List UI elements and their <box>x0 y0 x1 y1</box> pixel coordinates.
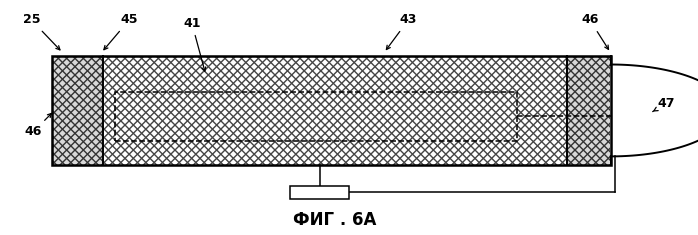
Bar <box>52 56 103 164</box>
Bar <box>567 56 611 164</box>
Bar <box>52 56 611 164</box>
Bar <box>52 56 611 164</box>
Bar <box>52 56 103 164</box>
Polygon shape <box>611 65 698 157</box>
Text: ФИГ . 6А: ФИГ . 6А <box>293 211 377 229</box>
Text: 45: 45 <box>104 13 138 50</box>
Bar <box>567 56 611 164</box>
Bar <box>52 56 103 164</box>
Text: 46: 46 <box>581 13 609 49</box>
Text: 41: 41 <box>183 17 206 71</box>
Bar <box>52 56 611 164</box>
Text: 43: 43 <box>387 13 417 50</box>
Bar <box>290 186 349 199</box>
Bar <box>52 56 611 164</box>
Bar <box>567 56 611 164</box>
Text: 25: 25 <box>22 13 60 50</box>
Text: 47: 47 <box>653 97 676 112</box>
Bar <box>115 92 517 141</box>
Text: 46: 46 <box>25 114 52 138</box>
